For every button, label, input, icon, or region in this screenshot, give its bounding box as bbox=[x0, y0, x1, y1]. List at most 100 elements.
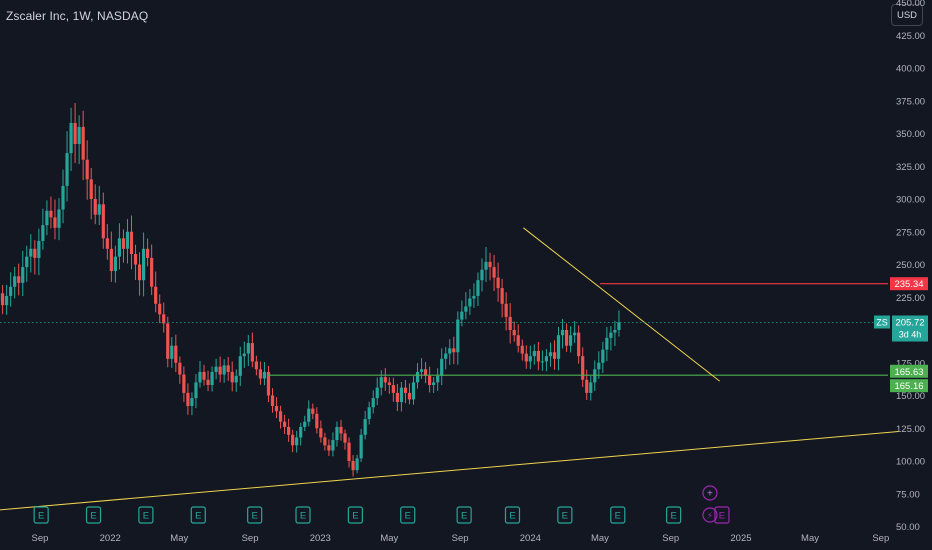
earnings-icon-label: E bbox=[670, 511, 676, 522]
candle-body bbox=[488, 261, 492, 268]
y-tick-label: 100.00 bbox=[896, 457, 925, 468]
candle-body bbox=[601, 349, 605, 363]
x-tick-label: Sep bbox=[32, 533, 49, 544]
resistance-level-label-bg bbox=[890, 277, 928, 291]
candle-body bbox=[500, 288, 504, 304]
candle-body bbox=[319, 428, 323, 438]
candle-body bbox=[282, 421, 287, 427]
earnings-icon[interactable]: E bbox=[190, 506, 206, 524]
y-tick-label: 450.00 bbox=[896, 0, 925, 9]
earnings-icon[interactable]: E bbox=[610, 506, 626, 524]
candle-body bbox=[613, 330, 617, 333]
candle-body bbox=[351, 461, 355, 471]
candle-body bbox=[65, 153, 69, 186]
candle-body bbox=[25, 256, 29, 268]
candle-body bbox=[585, 379, 589, 393]
bolt-icon-label: ⚡ bbox=[707, 511, 713, 521]
candle-body bbox=[359, 434, 363, 459]
candle-body bbox=[399, 387, 404, 403]
earnings-icon[interactable]: E bbox=[85, 506, 102, 524]
candle-body bbox=[214, 366, 218, 372]
candle-body bbox=[548, 352, 553, 357]
earnings-icon-label: E bbox=[300, 511, 306, 522]
candle-body bbox=[307, 408, 311, 422]
earnings-icon[interactable]: E bbox=[557, 506, 573, 524]
y-tick-label: 425.00 bbox=[896, 31, 925, 42]
y-tick-label: 125.00 bbox=[896, 424, 925, 435]
earnings-icon[interactable]: E bbox=[504, 506, 521, 524]
x-tick-label: May bbox=[380, 533, 398, 544]
earnings-icon[interactable]: E bbox=[666, 506, 682, 524]
candle-body bbox=[9, 286, 13, 296]
earnings-icon-label: E bbox=[38, 511, 44, 522]
candle-body bbox=[206, 379, 210, 386]
candle-body bbox=[540, 361, 545, 363]
candle-body bbox=[403, 387, 408, 393]
candle-body bbox=[496, 277, 500, 289]
candle-body bbox=[73, 123, 77, 144]
candle-body bbox=[69, 123, 73, 154]
earnings-icon[interactable]: E bbox=[138, 506, 154, 524]
support-lower-level-label-bg bbox=[890, 379, 928, 393]
x-tick-label: Sep bbox=[662, 533, 679, 544]
earnings-icon[interactable]: E bbox=[33, 506, 49, 524]
candle-body bbox=[327, 445, 331, 451]
currency-button[interactable]: USD bbox=[891, 4, 923, 26]
earnings-icon[interactable]: E bbox=[295, 506, 311, 524]
x-tick-label: 2023 bbox=[310, 533, 331, 544]
candle-body bbox=[146, 248, 150, 258]
candle-body bbox=[57, 209, 61, 228]
candle-body bbox=[0, 293, 5, 306]
earnings-icon[interactable]: E bbox=[400, 506, 416, 524]
candle-body bbox=[347, 442, 351, 461]
candle-body bbox=[218, 366, 222, 375]
x-tick-label: Sep bbox=[242, 533, 259, 544]
candle-body bbox=[29, 248, 33, 257]
candle-body bbox=[113, 256, 117, 272]
support-upper-level-label: 165.63 bbox=[894, 367, 923, 378]
candle-body bbox=[166, 323, 170, 359]
y-tick-label: 225.00 bbox=[896, 293, 925, 304]
earnings-icon[interactable]: E bbox=[714, 506, 730, 524]
candle-body bbox=[375, 387, 379, 399]
candle-body bbox=[569, 335, 573, 346]
candle-body bbox=[311, 408, 315, 414]
x-tick-label: 2024 bbox=[520, 533, 541, 544]
candle-body bbox=[355, 458, 359, 471]
candle-body bbox=[303, 421, 307, 427]
earnings-icon-label: E bbox=[251, 511, 257, 522]
y-tick-label: 350.00 bbox=[896, 129, 925, 140]
support-upper-level-label-bg bbox=[890, 364, 928, 378]
candle-body bbox=[391, 385, 395, 393]
candle-body bbox=[609, 332, 613, 338]
candle-body bbox=[299, 426, 303, 438]
candle-body bbox=[363, 419, 367, 435]
earnings-icon-label: E bbox=[719, 511, 725, 522]
candle-body bbox=[194, 382, 198, 399]
earnings-icon[interactable]: E bbox=[456, 506, 472, 524]
candle-body bbox=[117, 238, 122, 257]
candle-body bbox=[335, 426, 339, 441]
plus-icon-label: + bbox=[707, 489, 713, 500]
candle-body bbox=[464, 306, 468, 312]
candle-body bbox=[178, 362, 182, 375]
candle-body bbox=[162, 314, 166, 324]
candle-body bbox=[492, 267, 496, 278]
bolt-icon[interactable]: ⚡ bbox=[702, 507, 718, 523]
earnings-icon[interactable]: E bbox=[247, 506, 263, 524]
x-tick-label: Sep bbox=[452, 533, 469, 544]
candle-body bbox=[331, 440, 335, 451]
candle-body bbox=[53, 217, 57, 228]
candle-body bbox=[109, 248, 113, 272]
plus-icon[interactable]: + bbox=[702, 485, 718, 501]
candle-body bbox=[33, 248, 37, 258]
candle-body bbox=[423, 369, 428, 376]
earnings-icon[interactable]: E bbox=[347, 506, 363, 524]
candle-body bbox=[5, 295, 9, 306]
candle-body bbox=[516, 335, 520, 346]
y-tick-label: 250.00 bbox=[896, 260, 925, 271]
candle-body bbox=[577, 332, 581, 357]
candles-group bbox=[0, 103, 621, 477]
